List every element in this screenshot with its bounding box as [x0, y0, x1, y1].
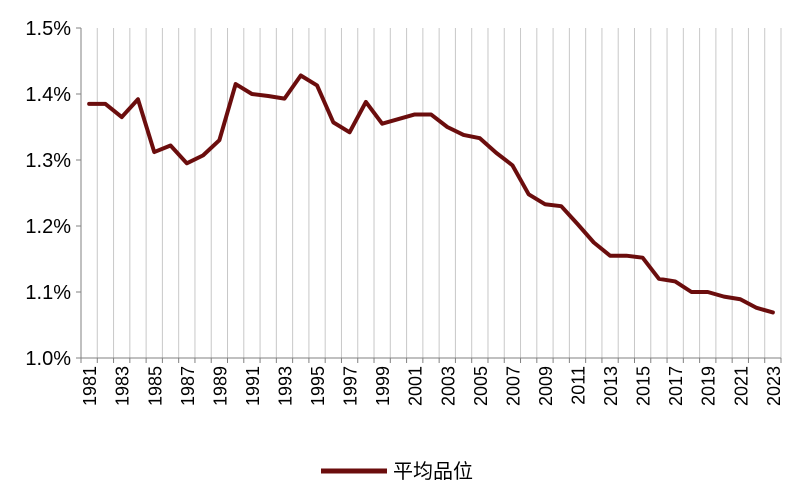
y-tick-label: 1.3%: [25, 150, 71, 172]
data-point: [364, 100, 367, 103]
y-tick-label: 1.2%: [25, 216, 71, 238]
series-layer: [87, 73, 775, 315]
x-tick-label: 1997: [341, 366, 361, 406]
data-point: [771, 311, 774, 314]
x-tick-label: 1999: [373, 366, 393, 406]
data-point: [674, 280, 677, 283]
x-tick-label: 2007: [503, 366, 523, 406]
data-point: [723, 295, 726, 298]
x-tick-label: 2015: [634, 366, 654, 406]
data-point: [120, 116, 123, 119]
x-tick-label: 1981: [80, 366, 100, 406]
data-point: [267, 94, 270, 97]
data-point: [299, 74, 302, 77]
data-point: [511, 164, 514, 167]
data-point: [560, 205, 563, 208]
y-tick-labels: 1.0% 1.1% 1.2% 1.3% 1.4% 1.5%: [25, 18, 71, 370]
data-point: [430, 113, 432, 116]
data-point: [332, 121, 335, 124]
y-tick-label: 1.4%: [25, 84, 71, 106]
data-point: [576, 223, 579, 226]
data-point: [104, 102, 107, 105]
data-point: [283, 97, 286, 100]
data-point: [543, 203, 546, 206]
x-tick-label: 1989: [210, 366, 230, 406]
data-point: [495, 151, 498, 154]
data-point: [706, 291, 709, 293]
x-tick-label: 1991: [243, 366, 263, 406]
data-point: [446, 126, 449, 128]
x-tick-label: 1993: [275, 366, 295, 406]
x-tick-labels: 1981 1983 1985 1987 1989 1991 1993 1995 1997 1999…: [80, 366, 784, 406]
x-tick-label: 2005: [471, 366, 491, 406]
data-point: [169, 144, 172, 147]
y-tick-label: 1.0%: [25, 348, 71, 370]
legend: 平均品位: [321, 459, 473, 483]
data-point: [153, 151, 156, 154]
data-point: [202, 154, 205, 157]
data-point: [88, 102, 91, 105]
x-tick-label: 1983: [113, 366, 133, 406]
data-point: [381, 122, 384, 125]
data-point: [348, 131, 351, 134]
x-tick-label: 2003: [438, 366, 458, 406]
data-point: [641, 256, 644, 259]
data-point: [413, 113, 416, 116]
x-tick-label: 2017: [666, 366, 686, 406]
data-point: [625, 254, 628, 257]
data-point: [609, 254, 612, 257]
data-point: [690, 291, 693, 293]
series-line: [87, 73, 775, 315]
axes: [76, 27, 782, 363]
data-point: [185, 162, 188, 165]
grid-lines: [96, 28, 782, 358]
data-point: [739, 298, 742, 301]
data-point: [478, 137, 481, 140]
x-tick-label: 1985: [145, 366, 165, 406]
y-tick-label: 1.5%: [25, 18, 71, 40]
data-point: [527, 193, 530, 196]
x-tick-label: 2011: [569, 366, 589, 405]
data-point: [234, 83, 237, 86]
data-point: [657, 277, 660, 280]
data-point: [592, 241, 595, 244]
y-tick-label: 1.1%: [25, 282, 71, 304]
x-tick-label: 2021: [731, 366, 751, 406]
x-tick-label: 2013: [601, 366, 621, 406]
x-tick-label: 2023: [764, 366, 784, 406]
data-point: [316, 84, 319, 87]
x-tick-label: 2009: [536, 366, 556, 406]
data-point: [218, 139, 221, 142]
x-tick-label: 2019: [699, 366, 719, 406]
data-point: [462, 133, 465, 136]
x-tick-label: 1995: [308, 366, 328, 406]
data-point: [250, 93, 253, 95]
data-point: [136, 98, 139, 101]
legend-label: 平均品位: [393, 459, 473, 483]
data-point: [755, 306, 758, 309]
x-tick-label: 2001: [406, 366, 426, 406]
data-point: [397, 118, 400, 121]
x-tick-label: 1987: [178, 366, 198, 406]
